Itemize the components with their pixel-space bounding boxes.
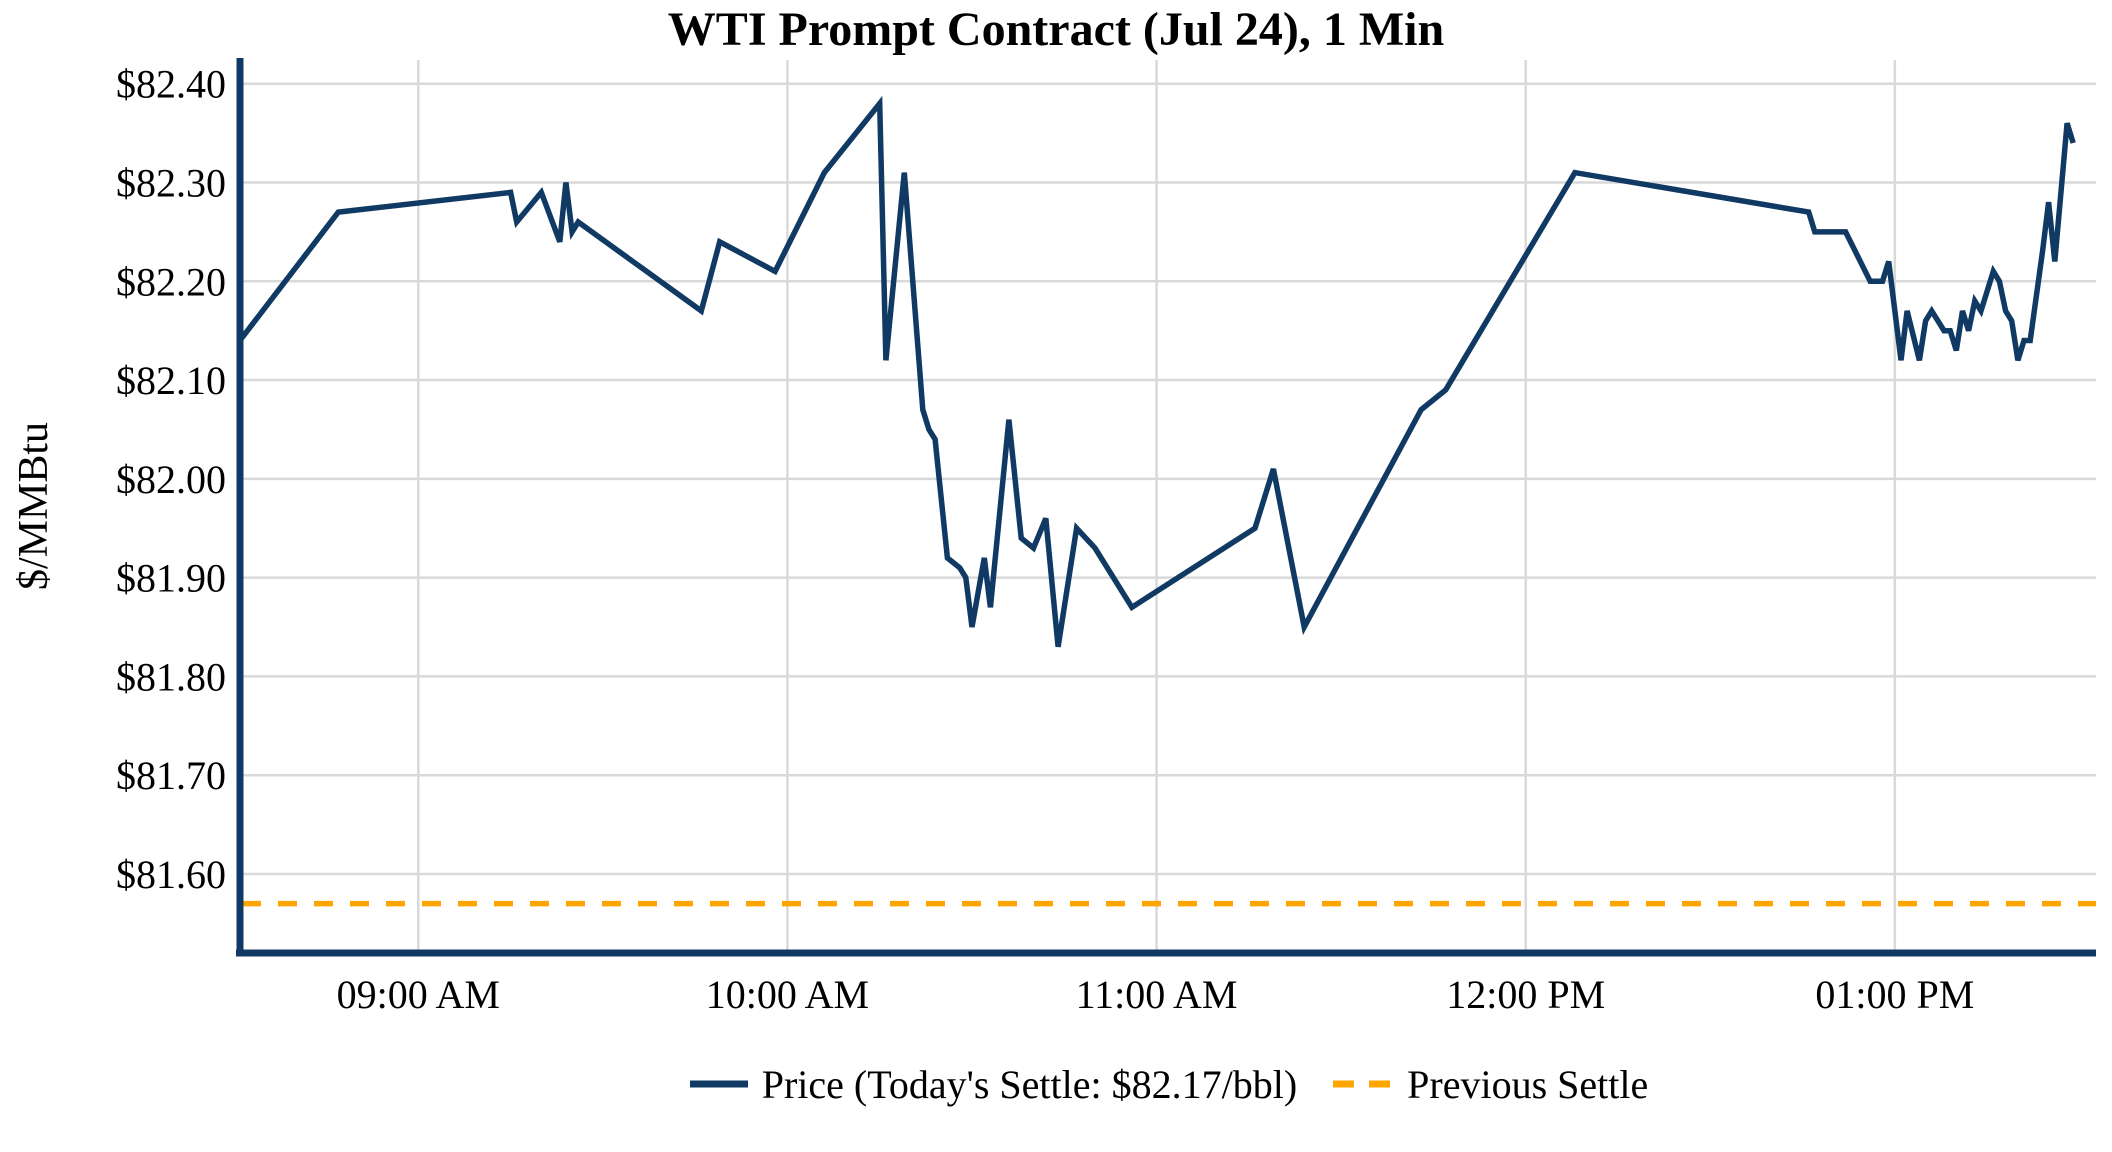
y-tick-label: $82.10 [116,358,226,403]
legend-item-price: Price (Today's Settle: $82.17/bbl) [688,1061,1297,1108]
x-tick-label: 12:00 PM [1446,972,1605,1017]
previous-settle-swatch-icon [1333,1080,1394,1088]
legend-item-previous-settle: Previous Settle [1331,1061,1648,1108]
x-tick-label: 10:00 AM [706,972,869,1017]
y-tick-label: $81.90 [116,556,226,601]
legend-price-label: Price (Today's Settle: $82.17/bbl) [761,1061,1298,1107]
y-tick-labels: $81.60 $81.70 $81.80 $81.90 $82.00 $82.10 $82.… [116,62,226,897]
y-tick-label: $82.30 [116,160,226,205]
y-tick-label: $81.80 [116,654,226,699]
y-tick-label: $82.20 [116,259,226,304]
y-tick-label: $82.40 [116,62,226,107]
y-tick-label: $81.70 [116,753,226,798]
chart-title: WTI Prompt Contract (Jul 24), 1 Min [667,3,1445,56]
price-line [237,95,2076,648]
x-tick-labels: 09:00 AM 10:00 AM 11:00 AM 12:00 PM 01:00 PM [337,972,1975,1017]
y-tick-label: $81.60 [116,852,226,897]
legend: Price (Today's Settle: $82.17/bbl) Previ… [240,1052,2096,1116]
x-tick-label: 11:00 AM [1076,972,1238,1017]
axis-spines [236,58,2096,957]
legend-previous-settle-label: Previous Settle [1407,1061,1649,1107]
y-tick-label: $82.00 [116,457,226,502]
x-tick-label: 09:00 AM [337,972,500,1017]
x-tick-label: 01:00 PM [1815,972,1974,1017]
price-line-swatch-icon [689,1080,748,1088]
gridlines [240,60,2096,953]
price-polyline [237,95,2076,648]
